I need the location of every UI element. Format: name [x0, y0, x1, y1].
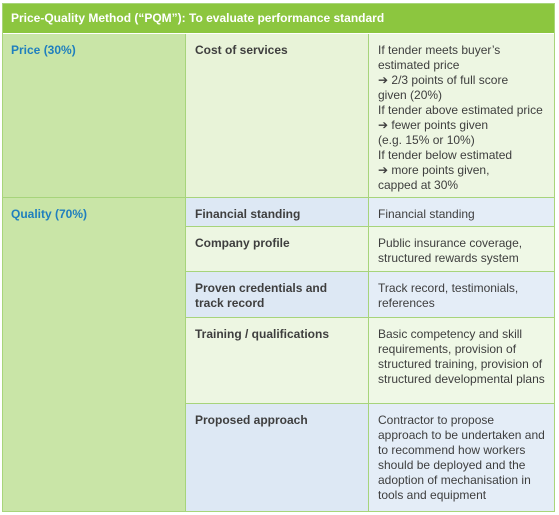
price-desc-line: ➔ fewer points given — [378, 118, 489, 132]
quality-item-financial: Financial standing Financial standing — [186, 198, 554, 227]
price-desc-line: estimated price — [378, 58, 460, 72]
quality-criterion: Proposed approach — [186, 404, 369, 511]
price-desc-line: If tender above estimated price — [378, 103, 543, 117]
price-desc-line: capped at 30% — [378, 178, 459, 192]
quality-description: Basic competency and skill requirements,… — [369, 318, 554, 403]
price-desc-line: ➔ 2/3 points of full score — [378, 73, 509, 87]
table-title: Price-Quality Method (“PQM”): To evaluat… — [3, 4, 554, 34]
price-desc-line: ➔ more points given, — [378, 163, 490, 177]
quality-row: Quality (70%) Financial standing Financi… — [3, 198, 554, 511]
quality-category: Quality (70%) — [3, 198, 186, 511]
quality-criterion: Company profile — [186, 227, 369, 271]
quality-criterion: Proven credentials and track record — [186, 272, 369, 317]
quality-item-approach: Proposed approach Contractor to propose … — [186, 404, 554, 511]
quality-description: Public insurance coverage, structured re… — [369, 227, 554, 271]
quality-description: Track record, testimonials, references — [369, 272, 554, 317]
price-desc-line: given (20%) — [378, 88, 443, 102]
price-row: Price (30%) Cost of services If tender m… — [3, 34, 554, 198]
quality-item-company: Company profile Public insurance coverag… — [186, 227, 554, 272]
quality-subrows: Financial standing Financial standing Co… — [186, 198, 554, 511]
price-desc-line: If tender below estimated — [378, 148, 513, 162]
pqm-table: Price-Quality Method (“PQM”): To evaluat… — [2, 3, 555, 512]
quality-item-credentials: Proven credentials and track record Trac… — [186, 272, 554, 318]
price-desc-line: If tender meets buyer’s — [378, 43, 501, 57]
price-desc-line: (e.g. 15% or 10%) — [378, 133, 475, 147]
quality-criterion: Financial standing — [186, 198, 369, 226]
quality-description: Contractor to propose approach to be und… — [369, 404, 554, 511]
price-category: Price (30%) — [3, 34, 186, 197]
quality-criterion: Training / qualifications — [186, 318, 369, 403]
quality-description: Financial standing — [369, 198, 554, 226]
price-description: If tender meets buyer’s estimated price … — [369, 34, 554, 197]
price-criterion: Cost of services — [186, 34, 369, 197]
quality-item-training: Training / qualifications Basic competen… — [186, 318, 554, 404]
